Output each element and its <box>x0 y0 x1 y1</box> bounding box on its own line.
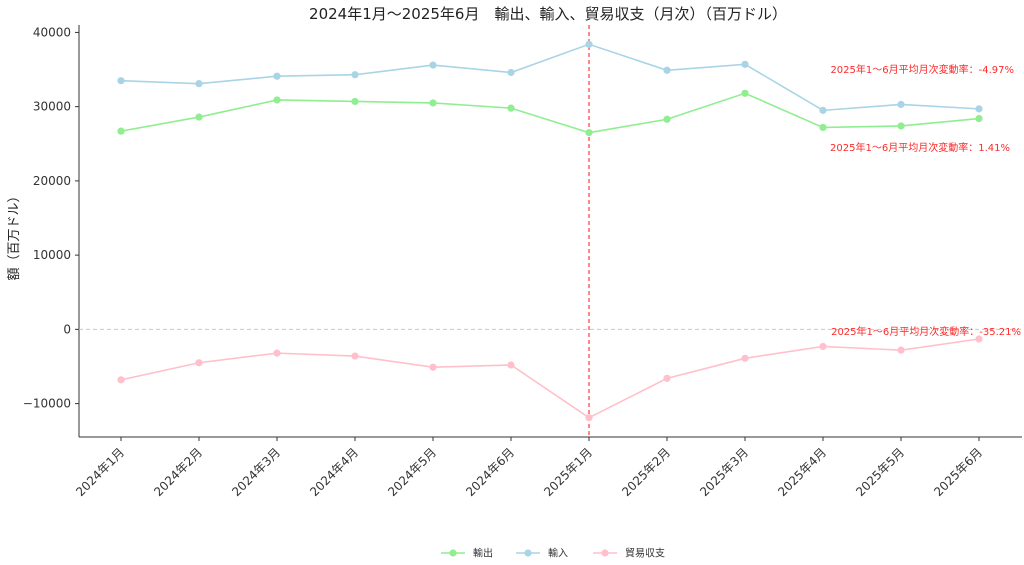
x-tick-label: 2025年5月 <box>853 445 907 499</box>
data-point <box>741 354 749 362</box>
series-line-2 <box>120 338 980 419</box>
data-point <box>663 115 671 123</box>
data-point <box>741 60 749 68</box>
x-tick-label: 2025年2月 <box>619 445 673 499</box>
x-tick-label: 2024年4月 <box>307 445 361 499</box>
data-point <box>663 374 671 382</box>
annotation-label: 2025年1～6月平均月次変動率：1.41% <box>830 141 1010 154</box>
x-tick-label: 2024年1月 <box>73 445 127 499</box>
annotation-label: 2025年1～6月平均月次変動率：-4.97% <box>830 63 1014 76</box>
legend-label: 輸出 <box>473 547 493 560</box>
chart-title: 2024年1月～2025年6月 輸出、輸入、貿易収支（月次）（百万ドル） <box>309 5 787 23</box>
data-point <box>585 414 593 422</box>
plot-area: −10000 0 10000 20000 30000 40000 2024年1月 2024年2… <box>23 25 1022 499</box>
data-point <box>273 96 281 104</box>
y-tick-label: 20000 <box>33 174 71 188</box>
data-point <box>975 114 983 123</box>
annotation-label: 2025年1～6月平均月次変動率：-35.21% <box>831 325 1021 338</box>
legend: 輸出 輸入 貿易収支 <box>441 547 665 560</box>
data-point <box>351 97 359 106</box>
data-point <box>195 359 203 367</box>
y-axis-label: 額（百万ドル） <box>7 189 22 280</box>
x-tick-label: 2025年4月 <box>775 445 829 499</box>
data-point <box>585 129 593 137</box>
data-point <box>507 361 515 369</box>
data-point <box>273 72 281 80</box>
legend-marker-0 <box>449 549 457 557</box>
y-tick-label: 30000 <box>33 100 71 114</box>
data-point <box>351 352 359 360</box>
data-point <box>117 77 125 85</box>
data-point <box>273 349 281 357</box>
legend-marker-2 <box>601 549 609 557</box>
data-point <box>897 346 905 354</box>
data-point <box>195 113 203 121</box>
data-point <box>897 122 905 130</box>
y-tick-label: −10000 <box>23 397 71 411</box>
data-point <box>429 61 437 69</box>
legend-marker-1 <box>524 549 532 557</box>
data-point <box>741 89 749 97</box>
data-point <box>585 40 593 48</box>
x-tick-label: 2025年1月 <box>541 445 595 499</box>
data-point <box>975 105 983 113</box>
series-line-1 <box>120 43 980 112</box>
data-point <box>117 127 125 135</box>
data-point <box>429 99 437 107</box>
x-tick-label: 2024年6月 <box>463 445 517 499</box>
legend-label: 輸入 <box>548 547 568 560</box>
data-point <box>819 106 827 114</box>
legend-label: 貿易収支 <box>625 548 665 560</box>
x-tick-label: 2024年3月 <box>229 445 283 499</box>
data-point <box>819 342 827 351</box>
data-point <box>351 71 359 79</box>
data-point <box>663 66 671 74</box>
x-tick-label: 2024年2月 <box>151 445 205 499</box>
y-tick-label: 40000 <box>33 25 71 39</box>
data-point <box>195 80 203 88</box>
data-point <box>819 123 827 132</box>
data-point <box>117 376 125 384</box>
data-point <box>975 335 983 343</box>
data-point <box>429 363 437 371</box>
y-tick-label: 10000 <box>33 248 71 262</box>
data-point <box>507 68 515 77</box>
x-tick-label: 2025年3月 <box>697 445 751 499</box>
series-line-0 <box>120 92 980 134</box>
x-tick-label: 2024年5月 <box>385 445 439 499</box>
data-point <box>507 104 515 112</box>
x-tick-label: 2025年6月 <box>931 445 985 499</box>
y-tick-label: 0 <box>63 322 71 336</box>
data-point <box>897 100 905 109</box>
